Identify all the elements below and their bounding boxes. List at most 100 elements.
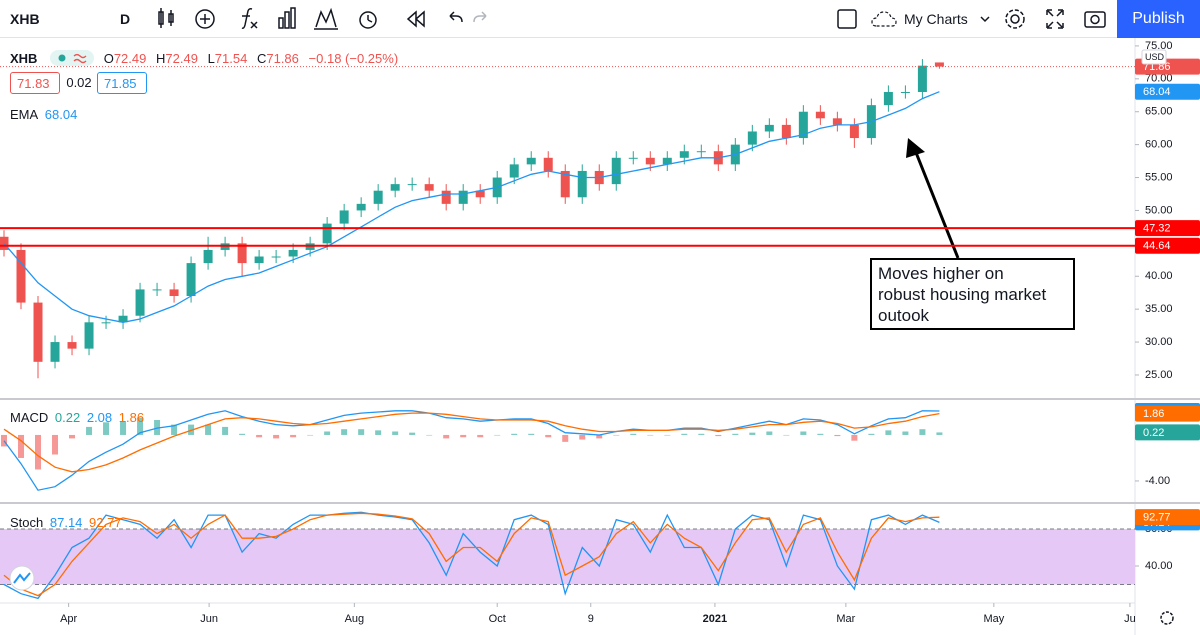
x-tick-label: 9	[588, 613, 594, 625]
candle-body	[16, 249, 26, 303]
ohlc-letter: L	[207, 51, 215, 66]
candle-body	[271, 256, 281, 258]
candle-body	[288, 249, 298, 257]
interval-button[interactable]: D	[120, 11, 131, 27]
histogram-bar	[137, 417, 144, 435]
stoch-legend: Stoch 87.14 92.77	[10, 515, 125, 530]
stoch-title: Stoch	[10, 515, 44, 530]
legend-value: 87.14	[49, 515, 83, 530]
annotation-line: robust housing market	[878, 285, 1047, 304]
redo-icon[interactable]	[473, 11, 487, 23]
ohlc-letter: H	[156, 51, 166, 66]
y-tick-label: 35.00	[1145, 303, 1173, 315]
candle-body	[611, 157, 621, 185]
symbol-button[interactable]: XHB	[10, 11, 40, 27]
histogram-bar	[902, 431, 909, 435]
toolbar-icons	[158, 7, 487, 30]
candle-body	[169, 289, 179, 296]
histogram-bar	[579, 434, 586, 440]
candle-body	[390, 184, 400, 191]
candle-body	[322, 223, 332, 244]
y-tick-label: 50.00	[1145, 204, 1173, 216]
axis-value-label: 68.04	[1143, 86, 1171, 98]
legend-value: 92.77	[89, 515, 122, 530]
candle-body	[424, 184, 434, 191]
candle-body	[560, 170, 570, 198]
axis-value-box	[1135, 237, 1200, 254]
candle-body	[475, 190, 485, 198]
candle-body	[101, 322, 111, 324]
right-icons	[980, 9, 1106, 29]
histogram-bar	[834, 434, 841, 437]
histogram-bar	[477, 434, 484, 438]
annotation-line: outook	[878, 306, 930, 325]
function-icon[interactable]	[241, 8, 258, 29]
candle-body	[798, 111, 808, 139]
y-tick-label: 60.00	[1145, 139, 1173, 151]
candle-body	[152, 289, 162, 291]
settings-icon[interactable]	[1005, 9, 1025, 29]
axis-value-box	[1135, 220, 1200, 237]
my-charts-button[interactable]: My Charts	[904, 11, 968, 27]
candle-body	[934, 62, 944, 67]
candle-body	[407, 184, 417, 186]
ohlc-letter: C	[256, 51, 267, 66]
histogram-bar	[256, 434, 263, 438]
histogram-bar	[698, 433, 705, 435]
histogram-bar	[664, 434, 671, 436]
histogram-bar	[392, 431, 399, 435]
indicator-line	[3, 412, 940, 473]
toolbar: XHB D My Charts Publish	[0, 0, 1200, 38]
layout-icon[interactable]	[835, 0, 865, 38]
histogram-bar	[35, 434, 42, 470]
ohlc-letter: O	[103, 51, 114, 66]
histogram-bar	[18, 434, 25, 458]
undo-icon[interactable]	[449, 11, 463, 23]
candles-icon[interactable]	[158, 8, 174, 28]
candle-body	[577, 170, 587, 198]
replay-icon[interactable]	[406, 10, 425, 28]
x-tick-label: Jun	[200, 613, 218, 625]
histogram-bar	[562, 434, 569, 442]
add-icon[interactable]	[195, 9, 215, 29]
histogram-bar	[103, 422, 110, 435]
buy-button[interactable]: 71.85	[97, 72, 147, 94]
histogram-bar	[205, 424, 212, 435]
candle-body	[441, 190, 451, 204]
histogram-bar	[222, 426, 229, 435]
candle-body	[33, 302, 43, 362]
histogram-bar	[885, 430, 892, 435]
histogram-bar	[341, 429, 348, 435]
legend-value: 0.22	[54, 410, 81, 425]
bars-icon[interactable]	[278, 7, 296, 29]
y-tick-label: -4.00	[1145, 475, 1170, 487]
histogram-bar	[426, 434, 433, 436]
ohlc-high: H72.49	[156, 51, 201, 66]
histogram-bar	[851, 434, 858, 441]
alert-icon[interactable]	[359, 11, 377, 29]
settings-button[interactable]	[1160, 611, 1174, 625]
band-fill	[0, 528, 1135, 585]
candle-body	[696, 151, 706, 153]
ohlc-value: 71.54	[214, 51, 248, 66]
snapshot-icon[interactable]	[1084, 11, 1106, 28]
candle-body	[662, 157, 672, 165]
chevron-icon[interactable]	[980, 16, 990, 23]
x-tick-label: May	[983, 613, 1004, 625]
histogram-bar	[494, 434, 501, 436]
histogram-bar	[545, 434, 552, 438]
fullscreen-icon[interactable]	[1046, 9, 1064, 29]
legend-value: 2.08	[86, 410, 113, 425]
histogram-bar	[358, 429, 365, 435]
sell-button[interactable]: 71.83	[10, 72, 60, 94]
histogram-bar	[596, 434, 603, 439]
indicators-icon[interactable]	[314, 7, 338, 30]
x-tick-label: Mar	[836, 613, 855, 625]
candle-body	[203, 249, 213, 264]
axis-value-label: 0.22	[1143, 427, 1164, 439]
candle-body	[84, 322, 94, 349]
histogram-bar	[511, 433, 518, 435]
publish-button[interactable]: Publish	[1117, 0, 1200, 38]
macd-legend: MACD 0.22 2.08 1.86	[10, 410, 147, 425]
change: −0.18 (−0.25%)	[308, 51, 399, 66]
